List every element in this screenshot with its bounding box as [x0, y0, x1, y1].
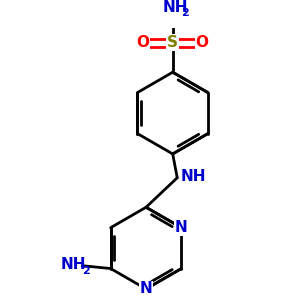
Text: O: O: [137, 35, 150, 50]
Text: S: S: [167, 35, 178, 50]
Text: NH: NH: [180, 169, 206, 184]
Text: N: N: [140, 281, 152, 296]
Text: 2: 2: [181, 8, 189, 18]
Text: N: N: [175, 220, 188, 235]
Text: NH: NH: [61, 257, 86, 272]
Text: NH: NH: [162, 0, 188, 15]
Text: O: O: [196, 35, 209, 50]
Text: 2: 2: [82, 266, 90, 276]
